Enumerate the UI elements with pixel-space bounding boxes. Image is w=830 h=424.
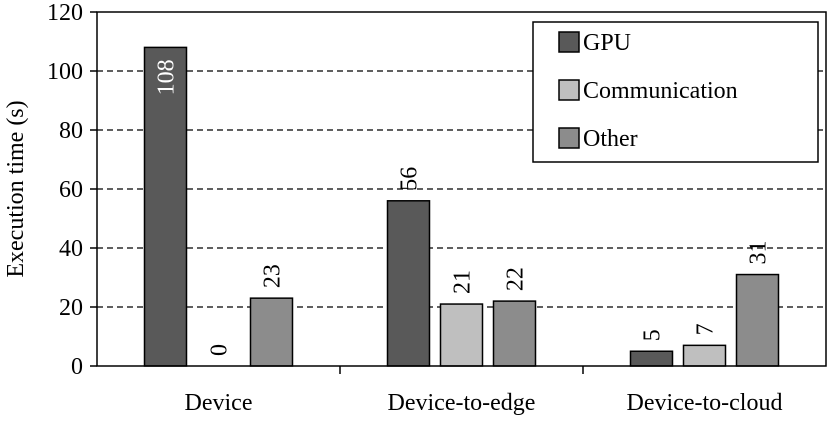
y-tick-label: 100 — [47, 59, 83, 85]
data-label-other-1: 22 — [503, 267, 529, 291]
data-label-gpu-0: 108 — [154, 59, 180, 95]
y-tick-label: 120 — [47, 0, 83, 26]
data-label-other-2: 31 — [746, 241, 772, 265]
bar-other-0 — [249, 297, 294, 367]
legend-swatch-other — [558, 127, 580, 149]
legend-swatch-communication — [558, 79, 580, 101]
bar-other-1 — [492, 300, 537, 367]
data-label-communication-2: 7 — [693, 323, 719, 335]
bars — [143, 46, 780, 367]
legend: GPU Communication Other — [532, 21, 819, 163]
bar-gpu-0 — [143, 46, 188, 367]
bar-gpu-2 — [629, 350, 674, 367]
legend-label-communication: Communication — [583, 78, 738, 104]
legend-label-other: Other — [583, 126, 638, 152]
plot-frame — [96, 11, 827, 367]
data-label-communication-0: 0 — [207, 344, 233, 356]
legend-swatch-gpu — [558, 31, 580, 53]
y-axis-title: Execution time (s) — [3, 100, 29, 277]
y-tick-label: 40 — [59, 236, 83, 262]
bar-communication-1 — [439, 303, 484, 367]
data-label-gpu-1: 56 — [397, 167, 423, 191]
y-tick-label: 80 — [59, 118, 83, 144]
x-tick-label: Device — [185, 390, 253, 416]
data-label-gpu-2: 5 — [640, 329, 666, 341]
data-label-communication-1: 21 — [450, 270, 476, 294]
y-tick-label: 0 — [71, 354, 83, 380]
y-tick-label: 60 — [59, 177, 83, 203]
x-tick-label: Device-to-edge — [388, 390, 536, 416]
x-tick-label: Device-to-cloud — [627, 390, 783, 416]
axes: 0 20 40 60 80 100 120 Device Device-to-edge Devic… — [3, 0, 827, 416]
legend-box — [532, 21, 819, 163]
bar-other-2 — [735, 273, 780, 367]
y-tick-label: 20 — [59, 295, 83, 321]
data-labels: 108 0 23 56 21 22 5 7 31 — [154, 59, 772, 356]
bar-gpu-1 — [386, 200, 431, 367]
data-label-other-0: 23 — [260, 264, 286, 288]
bar-communication-2 — [682, 344, 727, 367]
legend-label-gpu: GPU — [583, 30, 631, 56]
